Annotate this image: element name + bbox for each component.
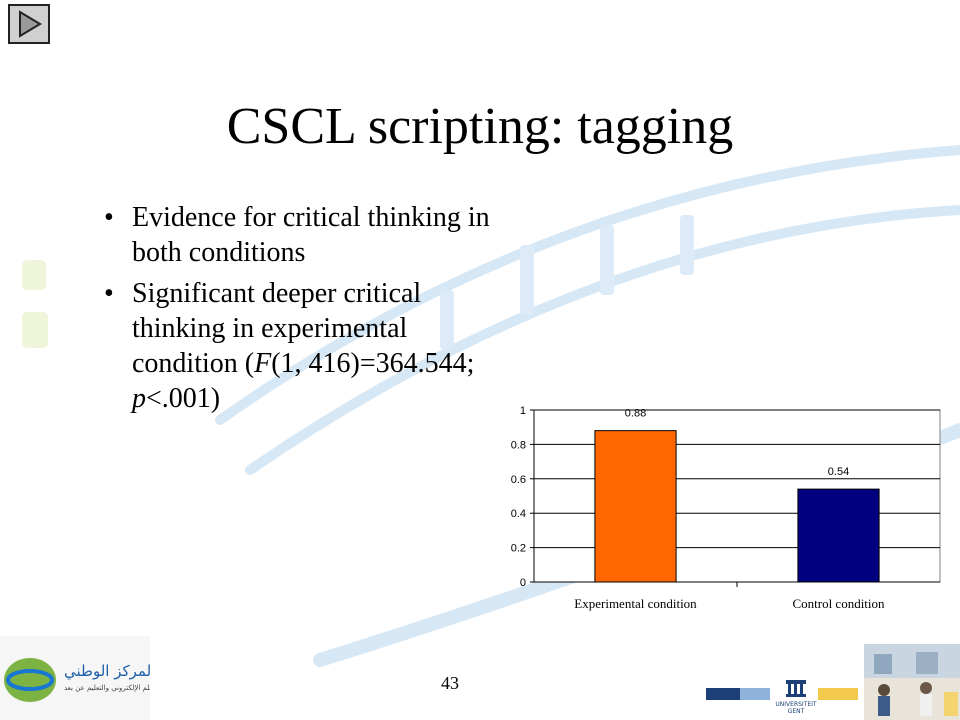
bullet-item: • Evidence for critical thinking in both… — [100, 200, 500, 270]
y-tick-label: 1 — [520, 405, 526, 417]
bar-experimental — [594, 430, 677, 583]
y-tick-label: 0.8 — [511, 439, 526, 451]
bullet-dot: • — [104, 202, 114, 233]
data-label: 0.88 — [625, 408, 646, 420]
classroom-photo — [864, 644, 960, 720]
x-tick-label: Experimental condition — [574, 596, 697, 611]
y-tick-label: 0.2 — [511, 543, 526, 555]
national-center-logo: المركز الوطني للتعلم الإلكتروني والتعليم… — [0, 636, 150, 720]
play-icon — [19, 10, 42, 38]
bar-control — [797, 488, 880, 583]
svg-text:UNIVERSITEIT: UNIVERSITEIT — [775, 701, 817, 708]
svg-text:المركز الوطني: المركز الوطني — [64, 662, 150, 681]
bullet-list: • Evidence for critical thinking in both… — [100, 200, 500, 422]
y-tick-label: 0.6 — [511, 474, 526, 486]
play-button[interactable] — [8, 4, 50, 44]
ugent-logo: UNIVERSITEIT GENT — [706, 680, 858, 715]
x-tick-label: Control condition — [792, 596, 885, 611]
bullet-item: • Significant deeper critical thinking i… — [100, 276, 500, 416]
bullet-text: Significant deeper critical thinking in … — [132, 278, 475, 414]
bar-chart-svg: 0 0.2 0.4 0.6 0.8 1 0.88 Experimental condition… — [511, 405, 941, 611]
bullet-text: Evidence for critical thinking in both c… — [132, 202, 490, 268]
data-label: 0.54 — [828, 466, 849, 478]
y-tick-label: 0.4 — [511, 508, 526, 520]
y-tick-label: 0 — [520, 577, 526, 589]
bullet-dot: • — [104, 278, 114, 309]
svg-text:GENT: GENT — [788, 708, 805, 715]
page-number: 43 — [441, 673, 459, 693]
svg-text:للتعلم الإلكتروني والتعليم عن: للتعلم الإلكتروني والتعليم عن بعد — [64, 684, 150, 692]
bar-chart: 0 0.2 0.4 0.6 0.8 1 0.88 Experimental condition… — [494, 390, 960, 630]
slide-title: CSCL scripting: tagging — [226, 98, 734, 155]
